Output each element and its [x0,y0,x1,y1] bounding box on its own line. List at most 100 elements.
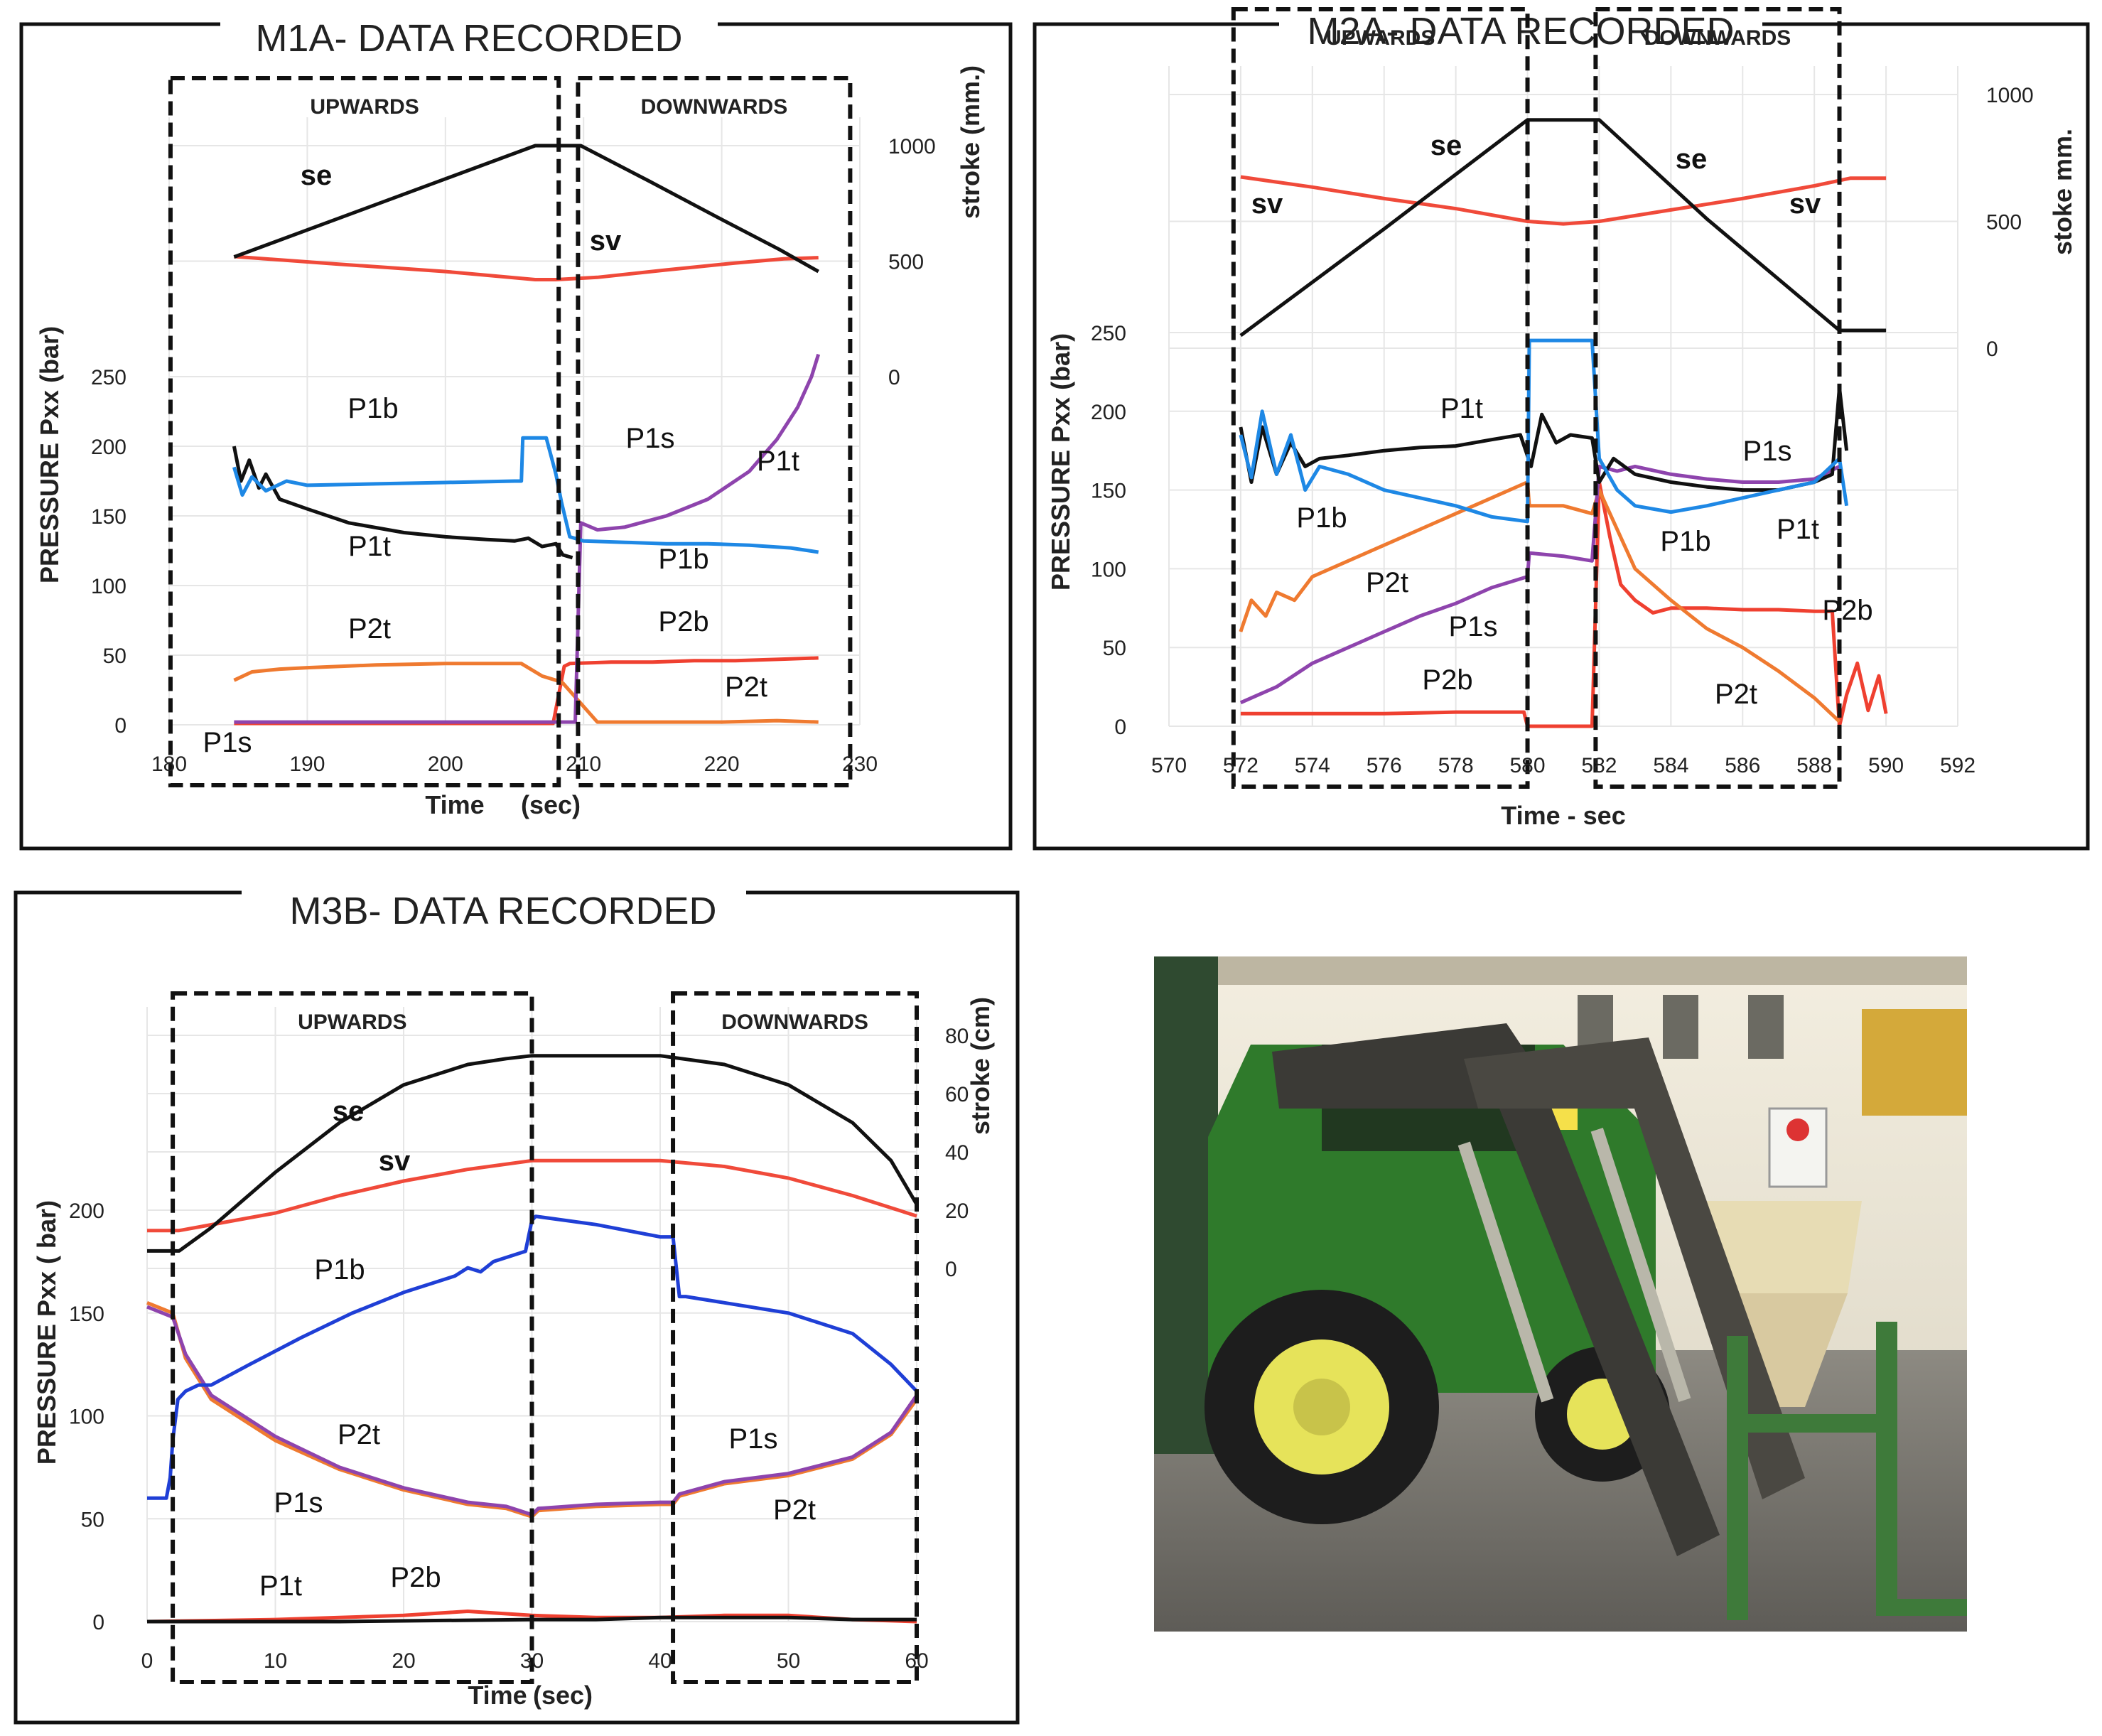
series-label-p1s: P1s [203,727,252,758]
m3b-grid [146,1007,917,1622]
series-label-se: se [333,1096,365,1127]
m2a-upwards-label: UPWARDS [1326,26,1435,50]
m1a-downwards-label: DOWNWARDS [641,95,788,119]
photo-window-3 [1748,995,1784,1059]
x-tick-label: 210 [566,753,601,776]
y-tick-label: 50 [81,1508,104,1531]
series-line-p1t [147,1615,917,1624]
panel-m2a-title: M2A- DATA RECORDED [1307,10,1734,53]
series-label-p1b: P1b [347,393,398,424]
m1a-y-axis-label: PRESSURE Pxx (bar) [35,326,64,583]
y-tick-label: 250 [1091,322,1126,345]
series-label-sv: sv [1251,188,1283,220]
m3b-x-axis-label: Time [468,1681,527,1710]
series-label-sv: sv [379,1145,411,1177]
tractor-photo [1154,956,1967,1632]
series-label-p2t: P2t [338,1419,380,1450]
x-tick-label: 592 [1940,754,1976,777]
series-label-p1b: P1b [314,1254,365,1285]
x-tick-label: 570 [1151,754,1187,777]
photo-ceiling-beam [1154,956,1967,985]
series-label-p1t: P1t [259,1570,302,1602]
m1a-series [232,144,821,726]
m2a-phases: UPWARDS DOWNWARDS [1231,7,1842,789]
series-label-p2b: P2b [1422,664,1472,696]
series-label-p2t: P2t [725,672,767,703]
series-label-se: se [1676,144,1708,175]
y-tick-label: 100 [1091,558,1126,581]
m3b-ticks: 0 10 20 30 40 50 60 0 50 100 150 200 0 20 40 60 80 [69,1025,969,1673]
series-label-p1t: P1t [757,446,799,477]
m3b-downwards-label: DOWNWARDS [721,1010,868,1034]
series-label-p2b: P2b [658,606,708,637]
photo-pallet-fork-upright-1 [1727,1336,1748,1620]
m3b-upwards-label: UPWARDS [298,1010,406,1034]
m3b-downwards-box [671,991,919,1684]
x-tick-label: 582 [1581,754,1617,777]
series-line-sv [234,254,819,281]
y2-tick-label: 20 [945,1199,969,1223]
x-tick-label: 572 [1223,754,1258,777]
series-label-p1t: P1t [1777,514,1819,545]
series-label-p2t: P2t [348,613,391,645]
photo-pallet-fork-tine [1876,1599,1967,1616]
panel-m2a: M2A- DATA RECORDED UPWARDS DOWNWARDS 570… [1033,4,2090,851]
m2a-downwards-box [1593,7,1842,789]
x-tick-label: 10 [264,1649,287,1673]
x-tick-label: 180 [151,753,187,776]
y2-tick-label: 80 [945,1025,969,1048]
y-tick-label: 150 [91,505,126,529]
series-label-p1t: P1t [1440,393,1483,424]
y2-tick-label: 1000 [1986,84,2034,107]
series-label-p2t: P2t [1366,567,1408,598]
series-label-sv: sv [1789,188,1821,220]
photo-no-entry-sign-icon [1786,1118,1809,1141]
series-label-p2b: P2b [1822,595,1872,626]
m1a-ticks: 180 190 200 210 220 230 0 50 100 150 200 250 0 500 100… [91,135,936,776]
photo-loader-arm-far [1464,1037,1805,1499]
m3b-y2-axis-label: stroke (cm) [966,997,995,1135]
m2a-grid [1168,66,1958,727]
m3b-phases: UPWARDS DOWNWARDS [171,991,919,1684]
photo-hydraulic-cylinder-1 [1457,1141,1554,1403]
x-tick-label: 0 [141,1649,153,1673]
y2-tick-label: 500 [1986,211,2022,234]
x-tick-label: 40 [648,1649,672,1673]
panel-m1a-title: M1A- DATA RECORDED [255,17,682,60]
y-tick-label: 150 [1091,480,1126,503]
series-label-p1s: P1s [274,1487,323,1519]
x-tick-label: 574 [1295,754,1330,777]
m1a-y2-axis-label: stroke (mm.) [956,65,985,219]
series-line-p1s [1239,464,1840,705]
series-line-sv [147,1158,917,1233]
y2-tick-label: 40 [945,1141,969,1165]
y-tick-label: 200 [91,436,126,459]
x-tick-label: 576 [1367,754,1402,777]
m3b-upwards-box [171,991,534,1684]
x-tick-label: 60 [905,1649,928,1673]
m1a-x-axis-label: Time [425,790,484,819]
photo-left-machine [1154,956,1218,1454]
series-line-p1s [234,353,821,724]
series-label-p1s: P1s [729,1423,778,1455]
x-tick-label: 586 [1725,754,1760,777]
y-tick-label: 0 [1114,716,1126,739]
series-label-p2t: P2t [773,1494,816,1526]
series-line-p1s [146,1305,919,1516]
series-line-se [147,1054,919,1253]
photo-hydraulic-cylinder-2 [1590,1128,1691,1402]
y-tick-label: 150 [69,1303,104,1326]
x-tick-label: 190 [289,753,325,776]
y-tick-label: 250 [91,366,126,389]
series-line-se [1239,118,1887,338]
m2a-upwards-box [1231,7,1530,789]
x-tick-label: 220 [704,753,740,776]
photo-window-2 [1663,995,1698,1059]
y2-tick-label: 0 [1986,338,1998,361]
series-label-p1t: P1t [348,531,391,562]
x-tick-label: 588 [1796,754,1832,777]
panel-m1a: M1A- DATA RECORDED UPWARDS DOWNWARDS 180… [19,4,1013,851]
y-tick-label: 100 [91,575,126,598]
y2-tick-label: 0 [888,366,900,389]
